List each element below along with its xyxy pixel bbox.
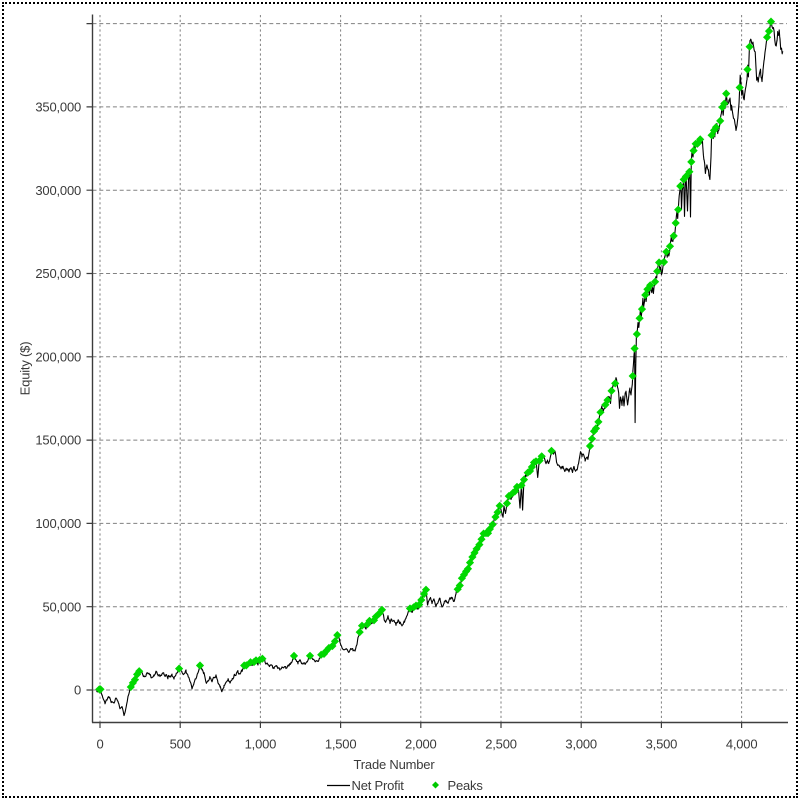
svg-text:50,000: 50,000 [42,599,81,614]
svg-text:0: 0 [74,683,81,698]
svg-text:350,000: 350,000 [35,100,81,115]
svg-text:500: 500 [170,737,191,752]
svg-text:100,000: 100,000 [35,516,81,531]
svg-text:200,000: 200,000 [35,349,81,364]
svg-text:300,000: 300,000 [35,183,81,198]
svg-text:Peaks: Peaks [448,778,484,793]
svg-text:3,500: 3,500 [646,737,678,752]
svg-text:1,000: 1,000 [245,737,277,752]
svg-text:1,500: 1,500 [325,737,357,752]
svg-text:Equity ($): Equity ($) [18,342,33,396]
svg-text:0: 0 [96,737,103,752]
svg-text:2,500: 2,500 [485,737,517,752]
svg-text:150,000: 150,000 [35,433,81,448]
svg-text:2,000: 2,000 [405,737,437,752]
svg-text:250,000: 250,000 [35,266,81,281]
svg-text:3,000: 3,000 [565,737,597,752]
svg-text:Net Profit: Net Profit [352,778,405,793]
svg-text:Trade Number: Trade Number [354,757,436,772]
svg-text:4,000: 4,000 [726,737,758,752]
